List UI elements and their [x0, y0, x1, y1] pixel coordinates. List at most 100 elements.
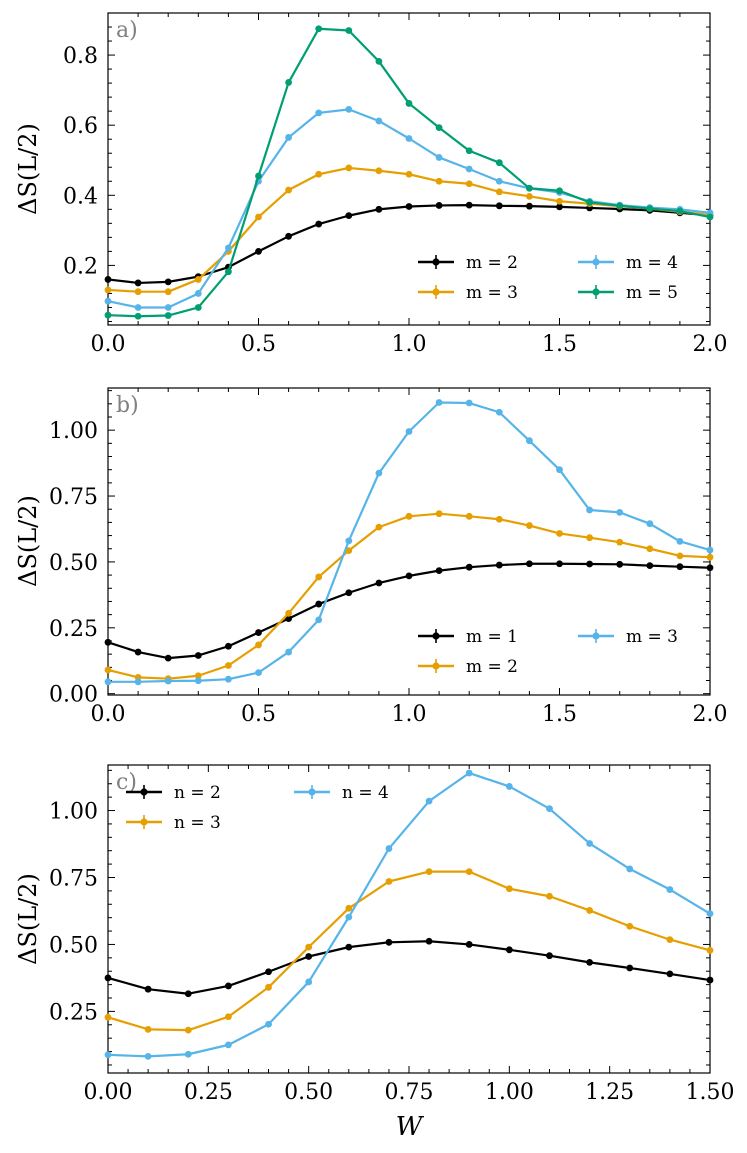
data-point — [385, 845, 393, 852]
data-point — [435, 399, 443, 406]
data-point — [405, 572, 413, 580]
legend-item: m = 3 — [418, 283, 518, 303]
legend-item: m = 3 — [578, 627, 678, 647]
data-point — [646, 545, 654, 553]
data-point — [375, 469, 383, 477]
data-point — [104, 1051, 112, 1059]
x-tick-label: 0.00 — [84, 1080, 133, 1105]
data-point — [435, 202, 443, 209]
legend-item: n = 4 — [294, 783, 389, 803]
data-point — [305, 978, 313, 986]
data-point — [586, 840, 593, 847]
legend: m = 2 m = 3 m = 4 m = 5 — [418, 253, 678, 303]
data-point — [405, 428, 413, 435]
data-point — [255, 247, 262, 255]
data-point — [676, 563, 684, 571]
data-point — [194, 672, 202, 680]
series-m-5 — [104, 25, 714, 320]
panel-label: b) — [116, 393, 139, 418]
data-point — [225, 662, 232, 669]
data-point — [526, 437, 533, 445]
legend-label: m = 2 — [466, 253, 518, 273]
data-point — [465, 180, 473, 188]
data-point — [345, 27, 353, 34]
data-point — [646, 520, 654, 528]
data-point — [646, 562, 654, 570]
data-point — [255, 669, 262, 677]
series-line — [107, 166, 711, 293]
data-point — [104, 311, 112, 319]
x-tick-label: 0.5 — [241, 332, 276, 357]
data-point — [505, 946, 513, 954]
data-point — [255, 629, 262, 636]
data-point — [265, 1020, 272, 1028]
data-point — [495, 188, 503, 196]
data-point — [626, 865, 634, 873]
data-point — [435, 154, 443, 161]
x-tick-label: 1.5 — [542, 332, 577, 357]
data-point — [556, 203, 563, 211]
data-point — [225, 675, 232, 683]
data-point — [666, 970, 674, 978]
y-tick-label: 0.2 — [63, 254, 98, 279]
data-point — [495, 177, 503, 185]
panel-label: c) — [116, 770, 137, 795]
data-point — [526, 184, 533, 192]
data-point — [285, 79, 292, 86]
data-point — [164, 677, 172, 685]
data-point — [586, 198, 593, 206]
series-m-1 — [104, 560, 714, 662]
legend-marker — [432, 258, 440, 266]
data-point — [184, 990, 192, 998]
data-point — [435, 124, 443, 132]
panel-2: 0.0 0.5 1.0 1.5 2.0 0.00 0.25 0.50 0.75 1.00 ΔS(L/… — [14, 387, 728, 727]
data-point — [526, 192, 533, 200]
legend-marker — [140, 788, 148, 796]
data-point — [676, 207, 684, 215]
data-point — [184, 1026, 192, 1034]
series-m-2 — [104, 201, 714, 287]
legend: m = 1 m = 2 m = 3 — [418, 627, 678, 677]
panel-3: 0.00 0.25 0.50 0.75 1.00 1.25 1.50 0.25 0.50 0.75… — [14, 764, 734, 1142]
data-point — [425, 937, 433, 945]
data-point — [706, 910, 714, 918]
data-point — [465, 941, 473, 948]
data-point — [104, 666, 112, 674]
data-point — [375, 523, 383, 531]
data-point — [375, 117, 383, 125]
data-point — [546, 805, 553, 813]
legend-label: m = 1 — [466, 627, 518, 647]
data-point — [144, 985, 152, 993]
data-point — [465, 147, 473, 155]
y-axis-title: ΔS(L/2) — [14, 873, 42, 965]
legend-item: m = 4 — [578, 253, 678, 273]
data-point — [405, 203, 413, 210]
x-tick-label: 1.0 — [392, 702, 427, 727]
data-point — [315, 573, 323, 581]
data-point — [225, 268, 232, 276]
data-point — [556, 560, 563, 568]
legend-label: n = 3 — [174, 813, 221, 833]
legend-marker — [432, 632, 440, 640]
y-tick-label: 0.50 — [49, 933, 98, 958]
data-point — [134, 304, 142, 311]
data-point — [144, 1025, 152, 1033]
data-point — [465, 165, 473, 173]
y-tick-label: 0.8 — [63, 44, 98, 69]
series-m-2 — [104, 510, 714, 683]
legend-label: m = 3 — [626, 627, 678, 647]
panel-label: a) — [116, 18, 138, 43]
data-point — [375, 57, 383, 65]
data-point — [345, 212, 353, 220]
data-point — [225, 1041, 232, 1049]
series-n-4 — [104, 769, 714, 1060]
data-point — [184, 1050, 192, 1058]
y-axis-title: ΔS(L/2) — [14, 123, 42, 215]
data-point — [104, 638, 112, 646]
data-point — [495, 159, 503, 167]
data-point — [505, 783, 513, 790]
data-point — [495, 515, 503, 523]
data-point — [375, 167, 383, 175]
legend-label: n = 4 — [342, 783, 389, 803]
